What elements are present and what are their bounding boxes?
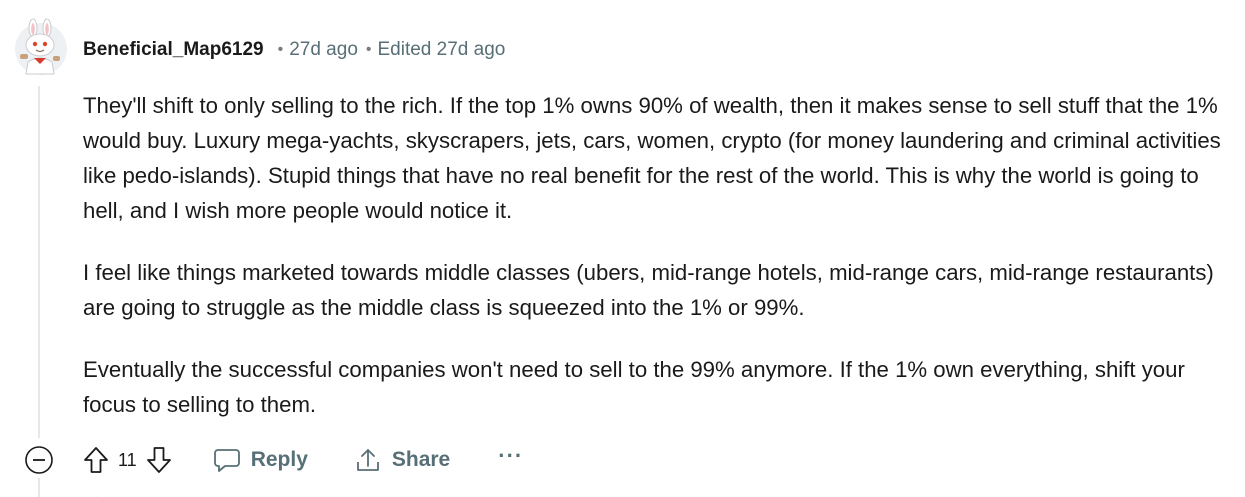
share-icon: [356, 449, 379, 471]
ellipsis-icon: ···: [498, 443, 524, 468]
comment-meta: Beneficial_Map6129 • 27d ago • Edited 27…: [83, 38, 505, 62]
comment-paragraph: I feel like things marketed towards midd…: [83, 260, 1214, 320]
reply-button[interactable]: Reply: [213, 446, 308, 474]
vote-count: 11: [118, 449, 137, 470]
downvote-button[interactable]: [145, 445, 173, 475]
chat-bubble-icon: [213, 449, 240, 472]
upvote-button[interactable]: [82, 445, 110, 475]
collapse-button[interactable]: [24, 445, 54, 475]
arrow-down-icon: [146, 447, 171, 473]
arrow-up-icon: [84, 447, 108, 473]
vote-control: 11: [82, 445, 173, 475]
reply-label: Reply: [250, 448, 308, 471]
comment-body: They'll shift to only selling to the ric…: [83, 88, 1233, 449]
thread-line[interactable]: [38, 86, 40, 438]
comment-actions: 11 Reply Share ···: [24, 440, 523, 480]
thread-line[interactable]: [38, 478, 40, 497]
minus-circle-icon: [25, 446, 53, 474]
next-comment-avatar-partial: [82, 489, 106, 497]
meta-separator: •: [365, 41, 372, 58]
comment-paragraph: Eventually the successful companies won'…: [83, 357, 1185, 417]
edited-timestamp: Edited 27d ago: [377, 39, 506, 60]
avatar[interactable]: [14, 18, 68, 76]
comment-timestamp[interactable]: 27d ago: [289, 39, 358, 60]
share-label: Share: [391, 448, 451, 471]
meta-separator: •: [277, 41, 284, 58]
author-name[interactable]: Beneficial_Map6129: [83, 39, 264, 60]
share-button[interactable]: Share: [354, 446, 450, 474]
more-options-button[interactable]: ···: [498, 443, 523, 469]
comment-paragraph: They'll shift to only selling to the ric…: [83, 93, 1221, 223]
